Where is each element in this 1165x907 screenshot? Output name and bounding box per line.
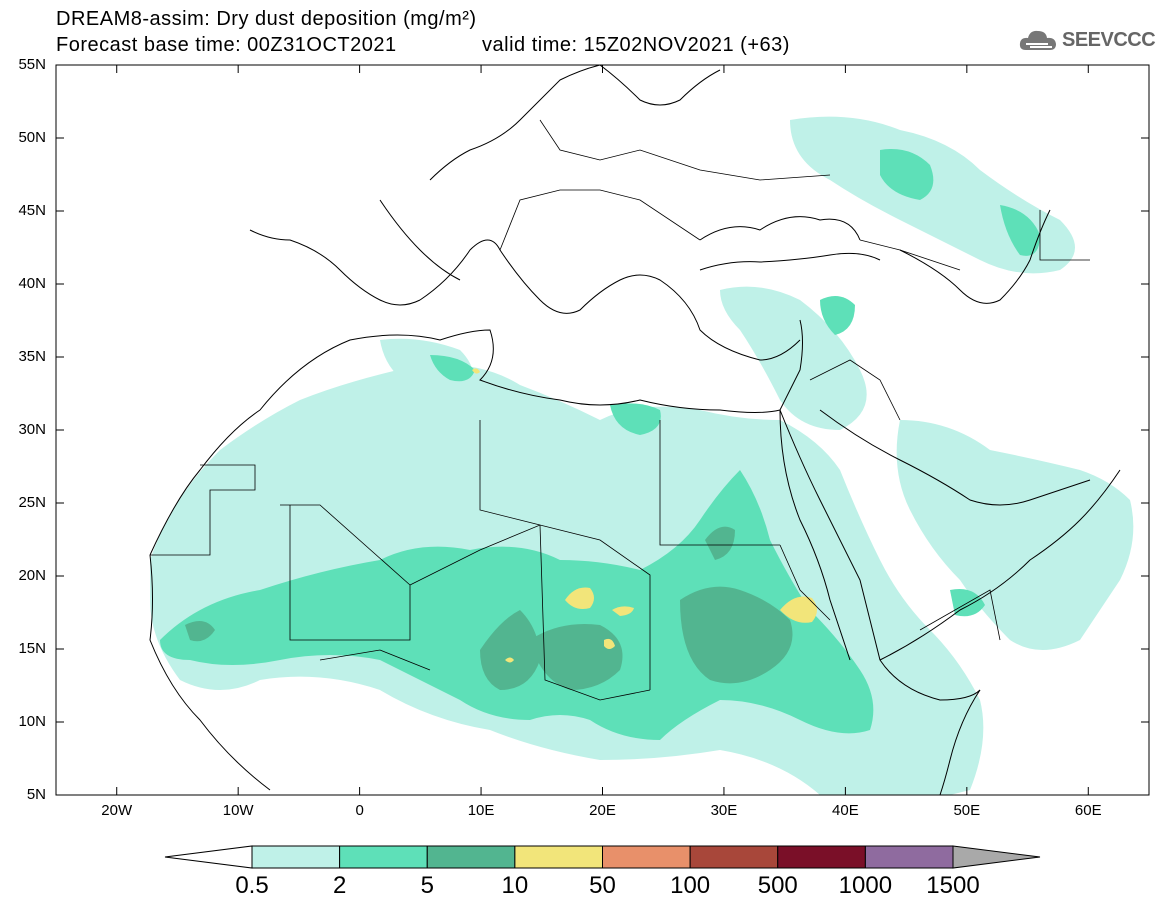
coastlines — [149, 65, 1121, 795]
lat-label: 45N — [18, 202, 46, 219]
dust-level-2-5 — [160, 149, 1040, 740]
dust-level-10-50 — [472, 368, 817, 663]
dust-level-5-10 — [185, 526, 793, 690]
lat-label: 40N — [18, 275, 46, 292]
lon-label: 20W — [101, 802, 133, 819]
logo-text: SEEVCCC — [1062, 28, 1156, 51]
lon-label: 60E — [1074, 802, 1102, 819]
axis-ticks — [56, 64, 1149, 796]
seevccc-logo: SEEVCCC — [1018, 26, 1156, 54]
lon-label: 10W — [222, 802, 254, 819]
legend-level-label: 2 — [332, 872, 347, 899]
lat-label: 15N — [18, 640, 46, 657]
forecast-base-time: Forecast base time: 00Z31OCT2021 — [56, 34, 397, 56]
legend-level-label: 1500 — [926, 872, 980, 899]
legend-level-label: 50 — [589, 872, 616, 899]
legend-level-label: 100 — [670, 872, 711, 899]
map-title: DREAM8-assim: Dry dust deposition (mg/m²… — [56, 8, 477, 30]
lat-label: 30N — [18, 421, 46, 438]
lon-label: 50E — [953, 802, 981, 819]
lat-label: 55N — [18, 56, 46, 73]
lon-label: 10E — [467, 802, 495, 819]
lat-label: 50N — [18, 129, 46, 146]
lon-label: 20E — [589, 802, 616, 819]
legend-level-label: 1000 — [838, 872, 893, 899]
legend-level-label: 0.5 — [235, 872, 269, 899]
valid-time: valid time: 15Z02NOV2021 (+63) — [482, 34, 790, 56]
cloud-icon — [1019, 30, 1056, 50]
lat-label: 10N — [18, 713, 46, 730]
legend-level-label: 500 — [757, 872, 798, 899]
legend-level-label: 5 — [420, 872, 434, 899]
lat-label: 5N — [26, 786, 46, 803]
lon-label: 30E — [710, 802, 738, 819]
lon-label: 0 — [355, 802, 364, 819]
dust-map — [55, 64, 1150, 796]
country-borders — [150, 119, 1090, 701]
lon-label: 40E — [832, 802, 859, 819]
lat-label: 20N — [18, 567, 46, 584]
legend-level-label: 10 — [501, 872, 529, 899]
lat-label: 35N — [18, 348, 46, 365]
lat-label: 25N — [18, 494, 46, 511]
